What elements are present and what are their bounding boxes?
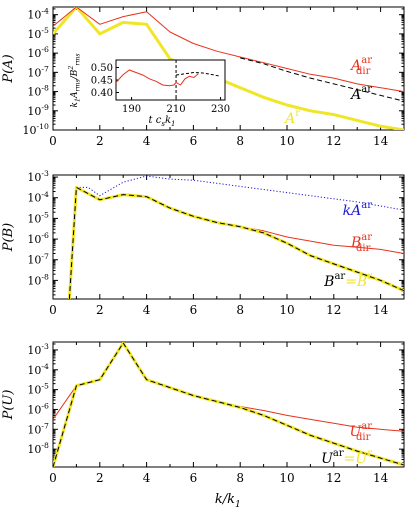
- y-tick-label: 10-8: [27, 441, 50, 456]
- y-axis-label: P(U): [1, 390, 16, 421]
- x-tick-label: 2: [96, 134, 104, 148]
- y-tick-label: 10-6: [27, 402, 50, 417]
- x-tick-label: 4: [143, 471, 151, 485]
- series-label: Uar dir: [349, 421, 372, 443]
- x-tick-label: 0: [49, 303, 57, 317]
- series-label: Bar dir: [350, 232, 372, 254]
- inset-x-tick-label: 190: [122, 104, 141, 115]
- inset-y-tick-label: 0.50: [91, 63, 113, 74]
- x-tick-label: 2: [96, 303, 104, 317]
- x-tick-label: 0: [49, 471, 57, 485]
- inset: 190 210 230 0.400.45 0.50 k1Arms/B2rms t csk1: [68, 53, 230, 128]
- series-label: Uar=Ur: [321, 448, 372, 467]
- plot-frame: [52, 174, 405, 300]
- series-line-kaar: [76, 175, 404, 211]
- x-tick-label: 14: [373, 471, 389, 485]
- plot-frame: [52, 341, 405, 468]
- y-tick-label: 10-6: [27, 231, 50, 246]
- panel-2: 0 2 4 6 8 10 12 14 10-8 10-7 10-6 10-5 10-4 10-3…: [1, 169, 405, 317]
- x-tick-label: 2: [96, 471, 104, 485]
- x-tick-label: 4: [143, 134, 151, 148]
- series-label: kAar: [343, 200, 373, 219]
- panel-3: 0 2 4 6 8 10 12 14 10-8 10-7 10-6 10-5 10-4 10-3…: [1, 341, 405, 507]
- x-tick-label: 12: [326, 134, 341, 148]
- series-label: Ar: [283, 108, 300, 127]
- inset-frame: [115, 59, 226, 101]
- x-tick-label: 8: [236, 134, 244, 148]
- y-tick-label: 10-9: [27, 103, 50, 118]
- y-tick-label: 10-4: [27, 190, 50, 205]
- y-tick-label: 10-8: [27, 272, 50, 287]
- x-tick-label: 6: [190, 134, 198, 148]
- inset-x-label: t csk1: [149, 115, 177, 128]
- inset-series-line-2: [176, 71, 221, 77]
- y-tick-label: 10-6: [27, 45, 50, 60]
- x-tick-label: 12: [326, 303, 341, 317]
- y-tick-label: 10-3: [27, 342, 50, 357]
- x-axis-label: k/k1: [215, 492, 242, 507]
- x-tick-label: 6: [190, 303, 198, 317]
- series-label: Aar: [349, 84, 372, 103]
- panel-1: 0 2 4 6 8 10 12 14 10-10 10-9 10-8 10-7 10-6 10-…: [1, 6, 405, 148]
- series-line-bar: [68, 186, 404, 299]
- x-tick-label: 10: [279, 471, 294, 485]
- y-tick-label: 10-4: [27, 7, 50, 22]
- series-line-uardir: [53, 342, 404, 432]
- series-line-uar: [53, 342, 404, 467]
- y-tick-label: 10-5: [27, 210, 50, 225]
- x-tick-label: 0: [49, 134, 57, 148]
- series-label: Aar dir: [349, 55, 372, 77]
- inset-series-line-1: [116, 69, 199, 87]
- y-tick-label: 10-7: [27, 421, 50, 436]
- y-tick-label: 10-8: [27, 84, 50, 99]
- x-tick-label: 8: [236, 303, 244, 317]
- x-tick-label: 6: [190, 471, 198, 485]
- inset-y-tick-label: 0.45: [91, 76, 113, 87]
- inset-y-label: k1Arms/B2rms: [68, 53, 82, 108]
- y-tick-label: 10-5: [27, 26, 50, 41]
- inset-x-tick-label: 230: [211, 104, 230, 115]
- y-tick-label: 10-7: [27, 64, 50, 79]
- y-axis-label: P(B): [1, 223, 16, 252]
- plot-frame: [52, 6, 405, 131]
- y-tick-label: 10-4: [27, 362, 50, 377]
- x-tick-label: 14: [373, 134, 389, 148]
- y-axis-label: P(A): [1, 54, 16, 83]
- inset-y-tick-label: 0.40: [91, 88, 113, 99]
- inset-x-tick-label: 210: [167, 104, 186, 115]
- y-tick-label: 10-5: [27, 382, 50, 397]
- y-tick-label: 10-7: [27, 252, 50, 267]
- x-tick-label: 8: [236, 471, 244, 485]
- x-tick-label: 12: [326, 471, 341, 485]
- x-tick-label: 10: [279, 134, 294, 148]
- x-tick-label: 4: [143, 303, 151, 317]
- series-line-ar: [53, 7, 404, 130]
- x-tick-label: 10: [279, 303, 294, 317]
- series-line-aar: [240, 57, 404, 102]
- y-tick-label: 10-10: [23, 122, 51, 137]
- series-label: Bar=Br: [323, 271, 372, 290]
- x-tick-label: 14: [373, 303, 389, 317]
- y-tick-label: 10-3: [27, 169, 50, 184]
- series-line-aardir: [53, 7, 404, 93]
